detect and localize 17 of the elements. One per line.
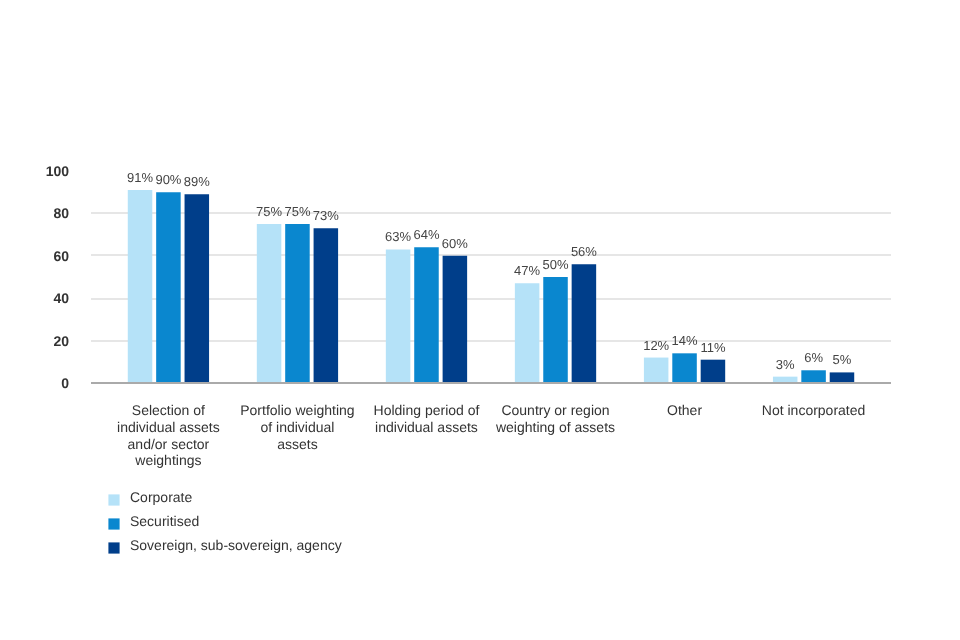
bar (385, 249, 411, 383)
bar (442, 255, 468, 383)
bar (700, 359, 726, 383)
bar (256, 224, 282, 383)
bar (184, 194, 210, 383)
bar (643, 357, 669, 383)
bar (285, 224, 310, 383)
bar (571, 264, 597, 383)
bar (156, 192, 181, 383)
bar (672, 353, 697, 383)
bar (514, 283, 540, 383)
bar (801, 370, 826, 383)
bar (829, 372, 855, 383)
bar (313, 228, 339, 383)
bar (127, 190, 153, 383)
bar (543, 277, 568, 383)
bar (414, 247, 439, 383)
